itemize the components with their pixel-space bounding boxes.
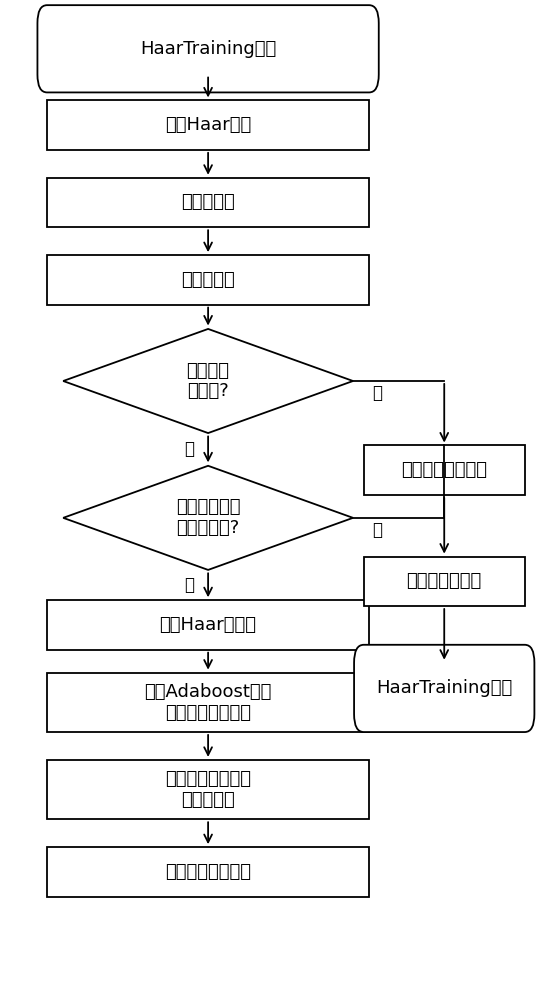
FancyBboxPatch shape <box>38 5 379 92</box>
Polygon shape <box>63 466 353 570</box>
Bar <box>47 600 369 650</box>
Text: 创建Haar特性: 创建Haar特性 <box>165 116 251 134</box>
Bar <box>47 100 369 150</box>
Bar <box>47 673 369 732</box>
Text: 载入正样本: 载入正样本 <box>181 193 235 211</box>
Bar <box>47 760 369 819</box>
Bar <box>47 847 369 897</box>
Text: 误检率达
到指标?: 误检率达 到指标? <box>186 362 229 400</box>
Text: 是: 是 <box>372 384 382 402</box>
Text: 计算Haar特征值: 计算Haar特征值 <box>160 616 257 634</box>
Text: 保存强分类器信息: 保存强分类器信息 <box>165 863 251 881</box>
Text: 测试分类器性能: 测试分类器性能 <box>407 572 482 590</box>
FancyBboxPatch shape <box>354 645 535 732</box>
Text: HaarTraining开始: HaarTraining开始 <box>140 40 276 58</box>
Bar <box>364 445 525 495</box>
Text: 保存级联强分类器: 保存级联强分类器 <box>401 461 487 479</box>
Text: 改进的遗传算法样
本权値寻优: 改进的遗传算法样 本权値寻优 <box>165 770 251 809</box>
Polygon shape <box>63 329 353 433</box>
Text: HaarTraining结束: HaarTraining结束 <box>376 679 512 697</box>
Text: 否: 否 <box>184 576 195 594</box>
Text: 是: 是 <box>372 521 382 539</box>
Bar <box>47 178 369 227</box>
Bar <box>364 557 525 606</box>
Text: 训练了指定数
目强分类器?: 训练了指定数 目强分类器? <box>176 498 240 537</box>
Text: 改进Adaboost算法
训练一个强分类器: 改进Adaboost算法 训练一个强分类器 <box>144 683 272 722</box>
Text: 载入负样本: 载入负样本 <box>181 271 235 289</box>
Text: 否: 否 <box>184 440 195 458</box>
Bar <box>47 255 369 305</box>
